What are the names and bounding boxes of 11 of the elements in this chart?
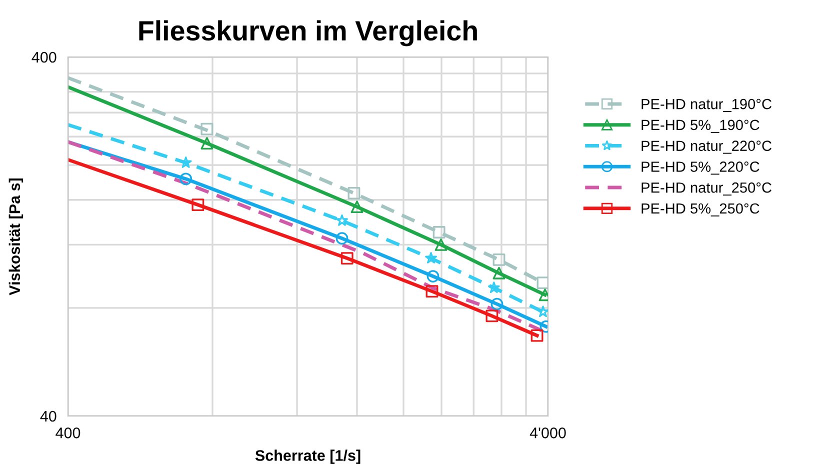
x-axis-title: Scherrate [1/s]	[255, 450, 360, 464]
chart-title: Fliesskurven im Vergleich	[139, 20, 477, 46]
legend-label: PE-HD 5%_220°C	[642, 162, 760, 175]
legend-label: PE-HD 5%_250°C	[642, 203, 760, 216]
legend-label: PE-HD 5%_190°C	[642, 120, 760, 133]
legend-label: PE-HD natur_220°C	[642, 140, 772, 154]
y-tick-label: 40	[40, 410, 56, 422]
legend-label: PE-HD natur_250°C	[642, 182, 772, 196]
y-axis-title: Viskosität [Pa s]	[8, 178, 24, 296]
x-tick-label: 4'000	[530, 428, 566, 438]
legend-label: PE-HD natur_190°C	[642, 98, 772, 112]
